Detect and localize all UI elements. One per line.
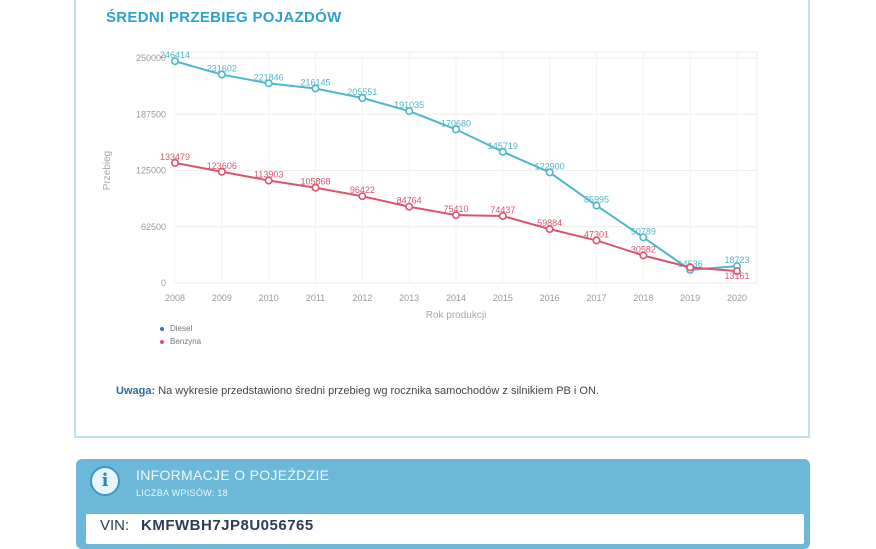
data-point-diesel [639, 233, 648, 242]
data-point-diesel [545, 168, 554, 177]
data-label-benzyna: 47301 [584, 229, 609, 239]
entries-count: LICZBA WPISÓW: 18 [136, 488, 228, 498]
x-tick-label: 2010 [259, 293, 279, 303]
x-tick-label: 2020 [727, 293, 747, 303]
y-tick-label: 0 [161, 278, 166, 288]
data-label-diesel: 216145 [300, 77, 330, 87]
data-point-benzyna [405, 202, 414, 211]
data-point-benzyna [732, 267, 741, 276]
x-tick-label: 2008 [165, 293, 185, 303]
data-label-benzyna: 74437 [490, 205, 515, 215]
data-label-diesel: 246414 [160, 50, 190, 60]
data-point-diesel [451, 125, 460, 134]
data-point-benzyna [171, 158, 180, 167]
data-label-diesel: 221846 [254, 72, 284, 82]
vin-value: KMFWBH7JP8U056765 [141, 517, 314, 534]
legend-label-diesel: Diesel [170, 324, 193, 333]
legend-dot-diesel [160, 326, 164, 331]
note-label: Uwaga: [116, 385, 156, 397]
data-label-benzyna: 84764 [397, 196, 422, 206]
data-label-diesel: 18723 [724, 255, 749, 265]
data-label-diesel: 145719 [488, 141, 518, 151]
data-point-benzyna [545, 225, 554, 234]
data-point-diesel [171, 57, 180, 66]
x-tick-label: 2016 [540, 293, 560, 303]
legend-item-benzyna: Benzyna [160, 335, 201, 348]
data-point-diesel [405, 107, 414, 116]
vin-label: VIN: [100, 517, 130, 534]
data-point-benzyna [311, 183, 320, 192]
x-tick-label: 2018 [633, 293, 653, 303]
data-label-diesel: 85995 [584, 195, 609, 205]
data-label-diesel: 205551 [347, 87, 377, 97]
data-point-benzyna [639, 251, 648, 260]
y-tick-label: 125000 [136, 166, 166, 176]
chart-note: Uwaga: Na wykresie przedstawiono średni … [116, 385, 599, 397]
data-point-diesel [592, 201, 601, 210]
data-label-diesel: 122900 [535, 161, 565, 171]
data-point-diesel [264, 79, 273, 88]
y-tick-label: 62500 [141, 222, 166, 232]
x-tick-label: 2015 [493, 293, 513, 303]
data-point-diesel [217, 70, 226, 79]
data-point-benzyna [217, 167, 226, 176]
data-label-benzyna: 133479 [160, 152, 190, 162]
x-axis-title: Rok produkcji [426, 310, 487, 321]
data-point-benzyna [451, 211, 460, 220]
data-label-diesel: 231602 [207, 64, 237, 74]
x-tick-label: 2009 [212, 293, 232, 303]
data-point-benzyna [498, 212, 507, 221]
data-label-benzyna: 113903 [254, 169, 283, 179]
x-tick-label: 2014 [446, 293, 466, 303]
legend-dot-benzyna [160, 339, 164, 344]
data-point-diesel [358, 94, 367, 103]
y-tick-label: 187500 [136, 109, 166, 119]
note-text: Na wykresie przedstawiono średni przebie… [158, 385, 599, 397]
y-tick-label: 250000 [136, 53, 166, 63]
mileage-chart: 0 62500 125000 187500 250000 2008 2009 2010 2011… [102, 50, 758, 321]
data-point-benzyna [592, 236, 601, 245]
data-point-benzyna [686, 263, 695, 272]
x-tick-label: 2013 [399, 293, 419, 303]
data-label-benzyna: 13161 [724, 271, 749, 281]
x-tick-label: 2017 [586, 293, 606, 303]
plot-area [174, 51, 758, 284]
data-label-benzyna: 59884 [537, 218, 562, 228]
vehicle-info-title: INFORMACJE O POJEŹDZIE [136, 467, 330, 483]
x-tick-label: 2012 [352, 293, 372, 303]
x-tick-label: 2011 [306, 293, 325, 303]
data-label-benzyna: 123606 [207, 161, 237, 171]
section-title: ŚREDNI PRZEBIEG POJAZDÓW [106, 9, 342, 26]
data-label-benzyna: 30582 [631, 244, 656, 254]
legend-label-benzyna: Benzyna [170, 337, 202, 346]
data-label-benzyna: 96422 [350, 185, 375, 195]
data-label-benzyna: 75410 [443, 204, 468, 214]
legend-item-diesel: Diesel [160, 322, 201, 335]
y-axis-title: Przebieg [102, 151, 113, 190]
data-label-diesel: 50789 [631, 226, 656, 236]
data-point-diesel [311, 84, 320, 93]
info-icon: i [90, 466, 120, 496]
data-label-diesel: 170680 [441, 118, 471, 128]
data-point-diesel [498, 147, 507, 156]
chart-legend: Diesel Benzyna [160, 322, 201, 348]
x-tick-label: 2019 [680, 293, 700, 303]
data-label-benzyna: 105868 [300, 177, 330, 187]
data-point-benzyna [358, 192, 367, 201]
data-point-benzyna [264, 176, 273, 185]
data-label-diesel: 191035 [394, 100, 424, 110]
